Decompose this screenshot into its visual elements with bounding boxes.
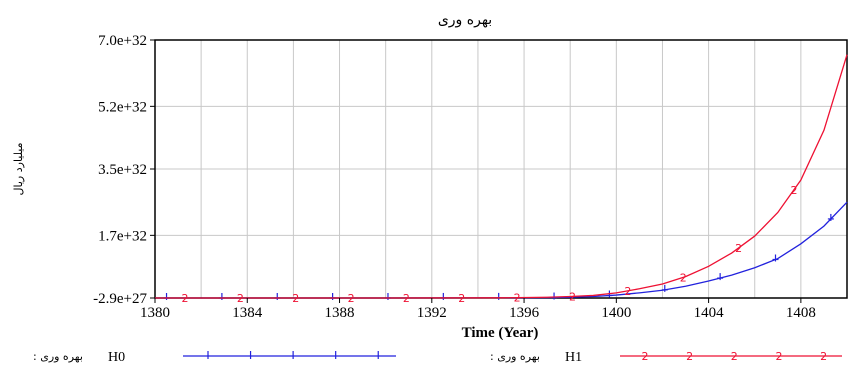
point-marker: 2 (514, 292, 521, 305)
x-tick-label: 1384 (232, 305, 263, 321)
y-axis-ticks: -2.9e+27 1.7e+32 3.5e+32 5.2e+32 7.0e+32 (93, 33, 155, 307)
y-tick-label: 3.5e+32 (98, 162, 147, 178)
x-axis-label: Time (Year) (462, 325, 539, 341)
y-tick-label: -2.9e+27 (93, 291, 147, 307)
point-marker: 2 (624, 285, 631, 298)
legend-marker: 2 (820, 350, 827, 363)
x-tick-label: 1392 (417, 305, 447, 321)
point-marker: 2 (181, 292, 188, 305)
point-marker: 2 (237, 292, 244, 305)
chart-title: بهره وری (438, 12, 492, 28)
x-tick-label: 1380 (140, 305, 170, 321)
point-marker: 2 (403, 292, 410, 305)
x-tick-label: 1404 (694, 305, 725, 321)
y-tick-label: 1.7e+32 (98, 228, 147, 244)
x-tick-label: 1400 (601, 305, 631, 321)
legend: : بهره وری H0 : بهره وری H1 2 2 2 2 2 (33, 350, 842, 365)
legend-label: H1 (565, 350, 582, 365)
grid-lines (155, 40, 847, 298)
series-line-h0 (155, 201, 848, 299)
point-marker: 2 (735, 242, 742, 255)
point-marker: 2 (569, 290, 576, 303)
point-marker: 2 (348, 292, 355, 305)
point-marker: 2 (292, 292, 299, 305)
y-axis-label: میلیارد ریال (12, 142, 25, 195)
x-tick-label: 1408 (786, 305, 816, 321)
series-line-h1 (155, 54, 848, 299)
series-layer: 2 2 2 2 2 2 2 2 2 2 2 2 (155, 54, 848, 305)
legend-marker: 2 (775, 350, 782, 363)
legend-label: H0 (108, 350, 125, 365)
legend-suffix: : بهره وری (33, 350, 83, 363)
x-tick-label: 1396 (509, 305, 540, 321)
x-axis-ticks: 1380 1384 1388 1392 1396 1400 1404 1408 (140, 298, 816, 321)
legend-marker: 2 (686, 350, 693, 363)
y-tick-label: 7.0e+32 (98, 33, 147, 49)
x-tick-label: 1388 (325, 305, 355, 321)
point-marker: 2 (680, 271, 687, 284)
legend-marker: 2 (731, 350, 738, 363)
point-marker: 2 (458, 292, 465, 305)
legend-marker: 2 (642, 350, 649, 363)
point-marker: 2 (790, 184, 797, 197)
legend-suffix: : بهره وری (490, 350, 540, 363)
y-tick-label: 5.2e+32 (98, 99, 147, 115)
